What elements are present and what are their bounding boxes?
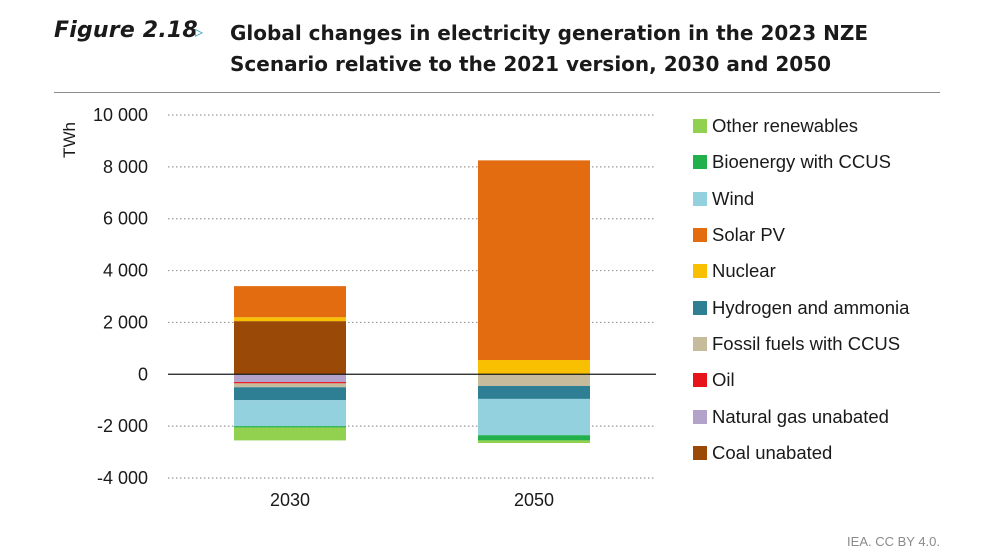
bar-segment-hydrogen-and-ammonia	[234, 387, 346, 401]
bar-segment-oil	[234, 382, 346, 384]
figure-title: Global changes in electricity generation…	[230, 18, 930, 80]
legend-item: Solar PV	[693, 217, 909, 253]
bar-segment-wind	[478, 398, 590, 436]
legend-item: Oil	[693, 362, 909, 398]
legend-swatch	[693, 119, 707, 134]
bar-segment-other-renewables	[234, 427, 346, 441]
legend-label: Oil	[712, 369, 735, 391]
legend-label: Wind	[712, 187, 755, 209]
legend-swatch	[693, 445, 707, 460]
bar-segment-other-renewables	[478, 440, 590, 443]
bar-segment-natural-gas-unabated	[234, 374, 346, 383]
legend-swatch	[693, 191, 707, 206]
title-rule	[54, 92, 940, 93]
legend-label: Coal unabated	[712, 441, 833, 463]
legend-item: Coal unabated	[693, 435, 909, 471]
legend-label: Solar PV	[712, 224, 786, 246]
bar-segment-fossil-fuels-with-ccus	[234, 383, 346, 388]
legend-label: Bioenergy with CCUS	[712, 151, 891, 173]
legend-swatch	[693, 155, 707, 170]
legend-swatch	[693, 300, 707, 315]
legend-swatch	[693, 409, 707, 424]
y-tick-label: 8 000	[103, 157, 148, 177]
legend: Other renewables Bioenergy with CCUS Wind S…	[693, 108, 909, 471]
legend-label: Other renewables	[712, 115, 859, 137]
x-tick-label: 2050	[514, 490, 554, 510]
figure-label: Figure 2.18	[54, 18, 198, 43]
y-tick-label: 0	[138, 364, 148, 384]
bar-segment-coal-unabated	[234, 321, 346, 375]
y-tick-label: 2 000	[103, 312, 148, 332]
legend-item: Fossil fuels with CCUS	[693, 326, 909, 362]
legend-item: Natural gas unabated	[693, 398, 909, 434]
legend-item: Nuclear	[693, 253, 909, 289]
y-tick-label: 6 000	[103, 209, 148, 229]
y-tick-label: -2 000	[97, 416, 148, 436]
figure-title-line1: Global changes in electricity generation…	[230, 21, 868, 45]
legend-swatch	[693, 228, 707, 243]
y-tick-label: 10 000	[93, 105, 148, 125]
bar-segment-wind	[234, 400, 346, 427]
bar-segment-solar-pv	[234, 286, 346, 318]
legend-item: Wind	[693, 181, 909, 217]
figure-title-line2: Scenario relative to the 2021 version, 2…	[230, 52, 832, 76]
legend-item: Bioenergy with CCUS	[693, 144, 909, 180]
x-tick-label: 2030	[270, 490, 310, 510]
figure-arrow-icon: ▹	[195, 24, 204, 41]
bar-segment-solar-pv	[478, 160, 590, 361]
y-tick-label: 4 000	[103, 261, 148, 281]
y-tick-label: -4 000	[97, 468, 148, 488]
legend-item: Hydrogen and ammonia	[693, 289, 909, 325]
legend-swatch	[693, 336, 707, 351]
legend-label: Hydrogen and ammonia	[712, 296, 910, 318]
legend-swatch	[693, 373, 707, 388]
bar-segment-bioenergy-with-ccus	[478, 435, 590, 441]
credit: IEA. CC BY 4.0.	[847, 534, 940, 549]
bar-segment-nuclear	[234, 317, 346, 322]
bar-segment-fossil-fuels-with-ccus	[478, 374, 590, 386]
legend-label: Nuclear	[712, 260, 776, 282]
legend-label: Natural gas unabated	[712, 405, 889, 427]
bar-segment-hydrogen-and-ammonia	[478, 385, 590, 399]
legend-label: Fossil fuels with CCUS	[712, 332, 901, 354]
legend-swatch	[693, 264, 707, 279]
bar-segment-bioenergy-with-ccus	[234, 426, 346, 428]
bar-segment-nuclear	[478, 360, 590, 375]
legend-item: Other renewables	[693, 108, 909, 144]
y-axis-label: TWh	[60, 122, 79, 158]
